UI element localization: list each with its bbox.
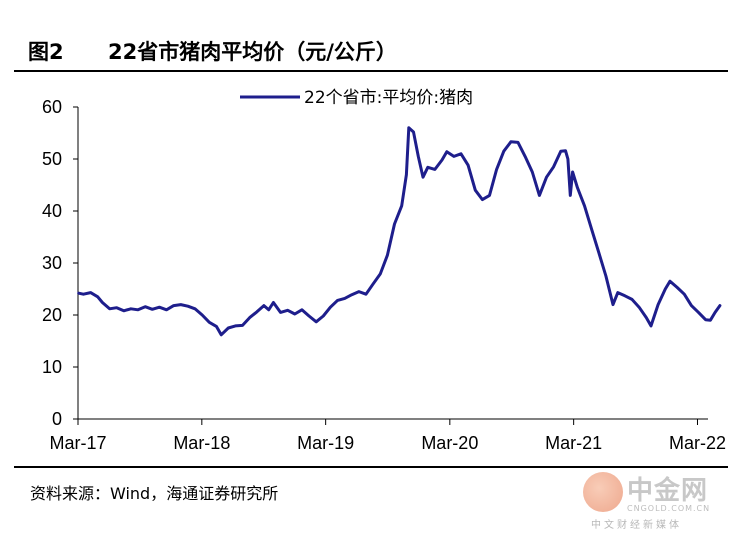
y-tick-label: 30 [42,253,62,273]
x-tick-label: Mar-20 [421,433,478,453]
x-tick-label: Mar-22 [669,433,726,453]
figure-label: 图2 [28,40,64,64]
watermark-logo-icon [583,472,623,512]
y-tick-label: 60 [42,97,62,117]
figure-title: 22省市猪肉平均价（元/公斤） [108,40,397,64]
y-tick-label: 50 [42,149,62,169]
watermark: 中金网 CNGOLD.COM.CN 中文财经新媒体 [583,468,733,531]
x-tick-label: Mar-19 [297,433,354,453]
y-tick-label: 20 [42,305,62,325]
figure-header: 图2 22省市猪肉平均价（元/公斤） [14,30,728,70]
y-tick-label: 40 [42,201,62,221]
series-line [77,126,722,337]
watermark-tagline: 中文财经新媒体 [591,520,682,531]
x-tick-label: Mar-17 [49,433,106,453]
footer-rule [14,466,728,468]
legend-label: 22个省市:平均价:猪肉 [304,88,473,108]
watermark-url: CNGOLD.COM.CN [627,504,711,513]
x-tick-label: Mar-21 [545,433,602,453]
y-tick-label: 10 [42,357,62,377]
source-note: 资料来源：Wind，海通证券研究所 [30,484,279,503]
y-tick-label: 0 [52,409,62,429]
header-rule [14,70,728,72]
x-tick-label: Mar-18 [173,433,230,453]
watermark-name: 中金网 [627,476,709,506]
